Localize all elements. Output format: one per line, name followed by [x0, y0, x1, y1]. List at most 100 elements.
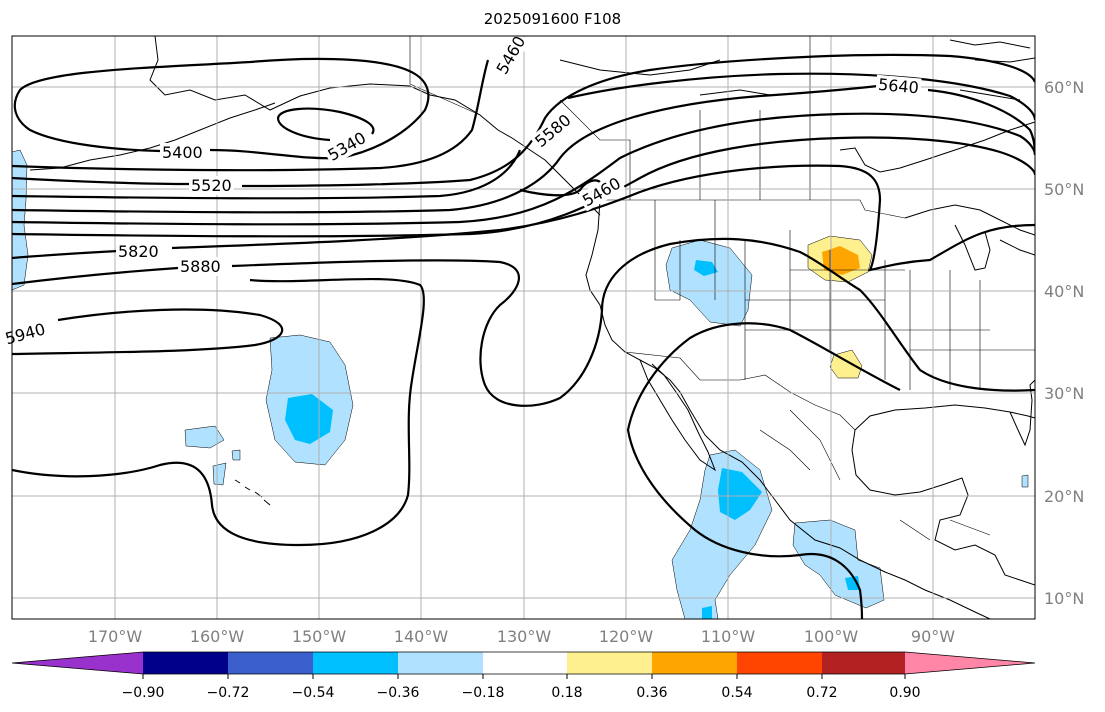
- contour-5820: [12, 164, 1035, 272]
- contour-label-halo: [491, 30, 531, 80]
- contour-5940-south: [12, 277, 425, 547]
- contour-label-5880: 5880: [180, 257, 221, 276]
- neg-anomaly-region-west-edge: [12, 149, 29, 291]
- colorbar-segment-4: [398, 652, 483, 674]
- contour-label-halo: [160, 143, 205, 162]
- contour-5460: [12, 59, 490, 172]
- neg-anomaly-core-central-america: [845, 576, 860, 590]
- map-title: 2025091600 F108: [483, 10, 622, 28]
- lat-label-30n: 30°N: [1044, 384, 1084, 403]
- lat-label-60n: 60°N: [1044, 78, 1084, 97]
- colorbar-segment-8: [737, 652, 822, 674]
- coastlines-layer: [29, 36, 1035, 619]
- lat-label-20n: 20°N: [1044, 487, 1084, 506]
- alaska-coastline: [149, 36, 601, 216]
- contour-5940: [12, 308, 284, 356]
- contour-label-5460-south: 5460: [579, 174, 624, 211]
- colorbar-segment-5: [483, 652, 567, 674]
- height-contours: [12, 53, 1035, 619]
- contour-label-5940: 5940: [3, 319, 47, 348]
- colorbar-segment-6: [567, 652, 652, 674]
- alaska-canada-border: [409, 36, 481, 116]
- shaded-anomaly-layer: [12, 149, 1029, 619]
- mexico-state-lines: [759, 409, 991, 541]
- colorbar-label-7: 0.36: [636, 685, 667, 701]
- graticule: [12, 36, 1035, 619]
- contour-label-halo: [189, 176, 234, 195]
- colorbar-segment-2: [228, 652, 313, 674]
- contour-label-5520: 5520: [191, 176, 232, 195]
- hudson-bay-coast: [839, 121, 1035, 173]
- neg-anomaly-core-great-basin: [694, 260, 718, 276]
- lon-label-110w: 110°W: [701, 627, 756, 646]
- lat-label-40n: 40°N: [1044, 282, 1084, 301]
- neg-anomaly-core-mexico-small: [702, 606, 712, 619]
- neg-anomaly-region-central-america: [792, 519, 885, 609]
- contour-labels: 5460 5340 5400 5520 5580 5460 5640 5820 …: [1, 30, 922, 349]
- yucatan-coast: [851, 429, 1035, 586]
- contour-label-5820: 5820: [118, 242, 159, 261]
- contour-5700: [12, 112, 1035, 226]
- baja-peninsula: [639, 359, 717, 472]
- colorbar-label-8: 0.54: [721, 685, 752, 701]
- contour-label-halo: [178, 257, 223, 276]
- contour-label-halo: [1, 318, 50, 349]
- arctic-coast: [559, 59, 771, 96]
- contour-5940-southeast: [626, 322, 901, 619]
- contour-5340: [276, 107, 375, 142]
- colorbar-label-9: 0.72: [806, 685, 837, 701]
- neg-anomaly-core-mexico-pacific: [718, 468, 762, 520]
- contour-label-halo: [116, 242, 161, 261]
- contour-5880: [12, 237, 1035, 407]
- colorbar-label-2: −0.72: [207, 685, 250, 701]
- colorbar-segment-3: [313, 652, 398, 674]
- colorbar-label-4: −0.36: [377, 685, 420, 701]
- contour-label-halo: [529, 109, 577, 153]
- colorbar-label-5: −0.18: [462, 685, 505, 701]
- contour-5580: [12, 72, 1035, 200]
- borders-layer: [409, 36, 1035, 541]
- gulf-of-mexico-coast: [854, 404, 1035, 431]
- colorbar-segment-1: [143, 652, 228, 674]
- latitude-labels: 60°N 50°N 40°N 30°N 20°N 10°N: [1044, 78, 1084, 608]
- contour-5520: [12, 53, 1035, 188]
- neg-anomaly-region-gulf-small: [1021, 474, 1029, 488]
- lon-label-120w: 120°W: [599, 627, 654, 646]
- lon-label-130w: 130°W: [497, 627, 552, 646]
- lon-label-140w: 140°W: [394, 627, 449, 646]
- lon-label-170w: 170°W: [88, 627, 143, 646]
- lon-label-90w: 90°W: [911, 627, 955, 646]
- florida-coast: [1009, 379, 1035, 447]
- colorbar: −0.90 −0.72 −0.54 −0.36 −0.18 0.18 0.36 …: [11, 651, 1036, 701]
- contour-label-5400: 5400: [162, 143, 203, 162]
- neg-anomaly-region-great-basin: [665, 239, 753, 327]
- us-canada-border: [600, 199, 906, 219]
- colorbar-extend-high: [905, 652, 1035, 674]
- lon-label-160w: 160°W: [190, 627, 245, 646]
- aleutian-islands: [29, 102, 276, 171]
- colorbar-label-3: −0.54: [292, 685, 335, 701]
- contour-5460-east: [519, 179, 601, 197]
- colorbar-extend-low: [12, 652, 143, 674]
- hawaii-islands: [234, 479, 271, 506]
- contour-label-halo: [875, 74, 922, 98]
- neg-anomaly-core-central-pacific: [285, 394, 333, 444]
- contour-5760: [12, 136, 1035, 238]
- contour-label-5640: 5640: [877, 75, 919, 97]
- neg-anomaly-region-small-2: [231, 449, 241, 461]
- neg-anomaly-region-small-hawaii: [184, 425, 225, 449]
- lat-label-50n: 50°N: [1044, 180, 1084, 199]
- colorbar-segment-9: [822, 652, 905, 674]
- colorbar-label-6: 0.18: [551, 685, 582, 701]
- contour-label-halo: [322, 127, 371, 166]
- us-west-coast: [585, 199, 991, 619]
- contour-label-5340: 5340: [324, 128, 369, 165]
- lat-label-10n: 10°N: [1044, 589, 1084, 608]
- colorbar-label-10: 0.90: [889, 685, 920, 701]
- us-mexico-border: [624, 351, 856, 431]
- longitude-labels: 170°W 160°W 150°W 140°W 130°W 120°W 110°…: [88, 627, 955, 646]
- map-frame: [11, 35, 1036, 620]
- contour-label-halo: [577, 172, 626, 212]
- lon-label-100w: 100°W: [804, 627, 859, 646]
